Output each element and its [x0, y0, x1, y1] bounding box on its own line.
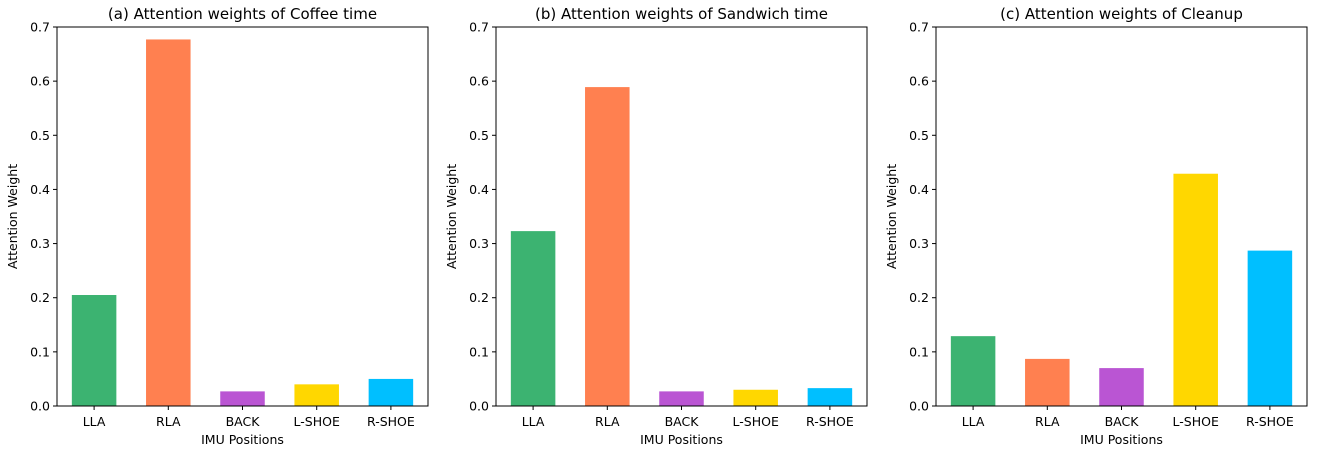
bar-lla	[510, 231, 556, 406]
y-tick-label: 0.3	[30, 236, 50, 251]
y-axis-label: Attention Weight	[5, 164, 20, 269]
y-tick-label: 0.6	[469, 74, 489, 89]
chart-title: (a) Attention weights of Coffee time	[108, 5, 377, 23]
x-tick-label: RLA	[156, 414, 181, 429]
bar-l-shoe	[1173, 173, 1218, 406]
x-tick-label: LLA	[83, 414, 106, 429]
y-tick-label: 0.2	[469, 290, 489, 305]
x-axis-label: IMU Positions	[1080, 432, 1163, 447]
x-tick-label: R-SHOE	[1246, 414, 1294, 429]
x-tick-label: L-SHOE	[733, 414, 779, 429]
chart-title: (b) Attention weights of Sandwich time	[535, 5, 828, 23]
y-tick-label: 0.1	[909, 344, 929, 359]
bar-lla	[950, 336, 996, 406]
bar-back	[1099, 368, 1144, 406]
x-tick-label: BACK	[226, 414, 261, 429]
y-tick-label: 0.1	[469, 344, 489, 359]
x-tick-label: LLA	[962, 414, 985, 429]
bar-r-shoe	[807, 388, 853, 406]
x-tick-label: RLA	[595, 414, 620, 429]
x-tick-label: R-SHOE	[806, 414, 854, 429]
chart-panel-2: 0.0 0.1 0.2 0.3 0.4 0.5 0.6 0.7 LLA RLA BACK L-SHOE…	[444, 5, 868, 447]
y-tick-label: 0.7	[909, 20, 929, 35]
x-tick-label: BACK	[1105, 414, 1140, 429]
y-tick-label: 0.4	[909, 182, 929, 197]
y-tick-label: 0.2	[30, 290, 50, 305]
bar-l-shoe	[294, 384, 339, 406]
y-tick-label: 0.0	[469, 399, 489, 414]
bar-r-shoe	[1247, 250, 1293, 406]
y-tick-label: 0.1	[30, 344, 50, 359]
y-tick-label: 0.7	[469, 20, 489, 35]
y-tick-label: 0.0	[909, 399, 929, 414]
bar-rla	[1025, 358, 1070, 406]
chart-panel-3: 0.0 0.1 0.2 0.3 0.4 0.5 0.6 0.7 LLA RLA BACK L-SHOE…	[884, 5, 1308, 447]
x-tick-label: R-SHOE	[367, 414, 415, 429]
x-axis-label: IMU Positions	[640, 432, 723, 447]
y-tick-label: 0.3	[909, 236, 929, 251]
y-tick-label: 0.5	[469, 128, 489, 143]
y-tick-label: 0.6	[909, 74, 929, 89]
y-tick-label: 0.0	[30, 399, 50, 414]
bar-lla	[71, 295, 117, 406]
y-tick-label: 0.6	[30, 74, 50, 89]
y-tick-label: 0.5	[30, 128, 50, 143]
x-tick-label: LLA	[522, 414, 545, 429]
y-tick-label: 0.4	[30, 182, 50, 197]
y-tick-label: 0.7	[30, 20, 50, 35]
y-tick-label: 0.5	[909, 128, 929, 143]
bar-rla	[146, 39, 191, 407]
bar-rla	[585, 87, 630, 406]
x-tick-label: RLA	[1035, 414, 1060, 429]
chart-title: (c) Attention weights of Cleanup	[1000, 5, 1243, 23]
chart-panel-1: 0.0 0.1 0.2 0.3 0.4 0.5 0.6 0.7 LLA RLA BACK L-SHOE…	[5, 5, 429, 447]
y-axis-label: Attention Weight	[444, 164, 459, 269]
y-tick-label: 0.4	[469, 182, 489, 197]
x-tick-label: BACK	[665, 414, 700, 429]
bar-back	[220, 391, 265, 406]
y-axis-label: Attention Weight	[884, 164, 899, 269]
bar-r-shoe	[368, 378, 414, 406]
bar-l-shoe	[733, 389, 778, 406]
y-tick-label: 0.2	[909, 290, 929, 305]
x-tick-label: L-SHOE	[294, 414, 340, 429]
bar-back	[659, 391, 704, 406]
x-axis-label: IMU Positions	[201, 432, 284, 447]
y-tick-label: 0.3	[469, 236, 489, 251]
x-tick-label: L-SHOE	[1173, 414, 1219, 429]
